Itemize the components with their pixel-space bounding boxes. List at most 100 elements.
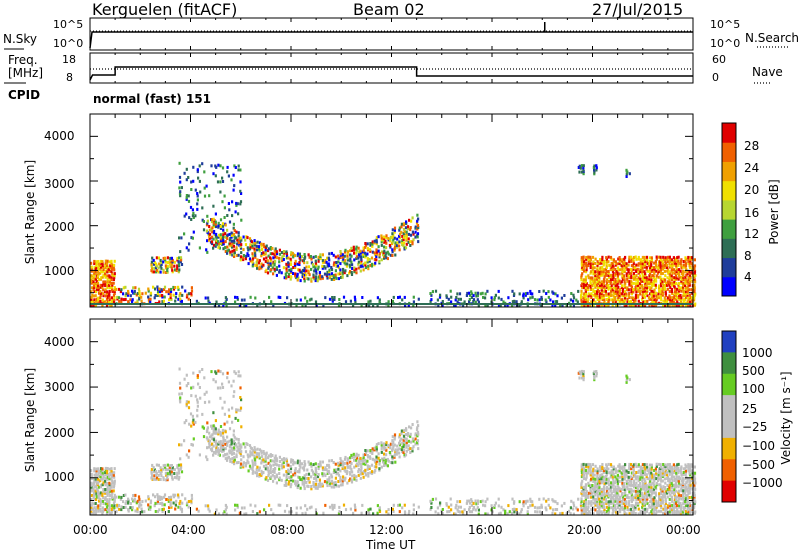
power-echo: [168, 298, 171, 302]
velocity-echo: [669, 465, 672, 469]
velocity-echo: [212, 450, 216, 454]
power-echo: [285, 264, 288, 268]
velocity-echo: [630, 498, 633, 501]
velocity-echo: [614, 506, 617, 510]
power-echo: [330, 277, 333, 281]
power-echo: [112, 266, 115, 270]
power-echo: [625, 175, 628, 178]
velocity-echo: [90, 481, 93, 485]
velocity-echo: [623, 484, 626, 487]
power-echo: [599, 292, 602, 296]
velocity-echo: [355, 478, 358, 482]
power-echo: [691, 256, 694, 260]
power-echo: [605, 266, 608, 269]
velocity-echo: [545, 499, 548, 503]
velocity-echo: [211, 442, 214, 446]
power-echo: [662, 303, 665, 307]
power-echo: [497, 304, 501, 308]
velocity-echo: [155, 463, 158, 467]
velocity-echo: [599, 465, 602, 469]
velocity-echo: [186, 501, 189, 505]
velocity-echo: [362, 475, 365, 479]
power-echo: [647, 279, 651, 283]
power-echo: [369, 249, 372, 253]
velocity-echo: [224, 442, 227, 446]
power-echo: [693, 276, 696, 280]
velocity-echo: [668, 463, 671, 466]
power-echo: [600, 283, 603, 287]
velocity-echo: [307, 478, 310, 482]
velocity-echo: [357, 460, 361, 464]
power-echo: [482, 295, 485, 299]
velocity-echo: [222, 447, 225, 451]
power-echo: [231, 214, 234, 218]
power-echo: [157, 290, 160, 293]
velocity-echo: [353, 473, 356, 477]
power-echo: [610, 275, 613, 279]
power-echo: [230, 178, 233, 182]
power-echo: [196, 202, 199, 206]
velocity-echo: [225, 505, 228, 509]
power-echo: [353, 251, 356, 255]
velocity-echo: [632, 504, 635, 508]
velocity-echo: [222, 454, 225, 458]
velocity-echo: [601, 505, 604, 509]
velocity-echo: [95, 510, 98, 514]
power-echo: [371, 240, 374, 244]
power-echo: [598, 268, 601, 272]
velocity-echo: [285, 470, 288, 474]
power-echo: [155, 264, 158, 268]
power-echo: [650, 278, 653, 282]
velocity-echo: [395, 451, 398, 455]
power-echo: [159, 290, 162, 294]
power-echo: [405, 242, 408, 246]
power-echo: [298, 252, 301, 256]
velocity-echo: [547, 503, 550, 507]
velocity-echo: [630, 483, 633, 487]
velocity-echo: [594, 477, 597, 481]
velocity-echo: [243, 506, 246, 510]
power-echo: [620, 292, 623, 296]
velocity-echo: [602, 489, 605, 493]
velocity-echo: [660, 509, 663, 513]
velocity-echo: [296, 461, 299, 465]
power-echo: [169, 262, 172, 266]
power-echo: [609, 268, 612, 272]
power-echo: [274, 247, 277, 251]
power-echo: [417, 297, 420, 301]
power-echo: [150, 262, 153, 266]
velocity-echo: [580, 508, 583, 512]
power-echo: [470, 296, 473, 299]
power-echo: [228, 232, 231, 236]
velocity-echo: [463, 508, 466, 512]
power-echo: [592, 266, 595, 270]
velocity-echo: [334, 481, 337, 484]
power-echo: [583, 262, 586, 266]
velocity-echo: [585, 471, 588, 475]
velocity-echo: [408, 509, 411, 513]
velocity-echo: [156, 495, 160, 499]
velocity-echo: [104, 496, 107, 500]
power-echo: [181, 285, 184, 289]
velocity-echo: [187, 505, 190, 509]
power-echo: [675, 261, 678, 265]
velocity-echo: [173, 472, 176, 475]
power-echo: [589, 276, 592, 280]
velocity-echo: [104, 508, 107, 512]
velocity-echo: [679, 507, 683, 511]
power-echo: [296, 274, 299, 278]
velocity-echo: [620, 471, 623, 475]
power-echo: [92, 285, 96, 289]
power-echo: [688, 264, 691, 268]
power-echo: [637, 257, 640, 261]
velocity-echo: [657, 509, 660, 513]
power-echo: [162, 270, 165, 274]
power-echo: [596, 286, 600, 289]
power-echo: [342, 257, 345, 261]
power-echo: [686, 280, 689, 284]
power-echo: [675, 260, 678, 263]
power-echo: [441, 300, 444, 303]
power-echo: [641, 262, 644, 266]
velocity-echo: [596, 467, 599, 471]
velocity-echo: [101, 471, 104, 475]
